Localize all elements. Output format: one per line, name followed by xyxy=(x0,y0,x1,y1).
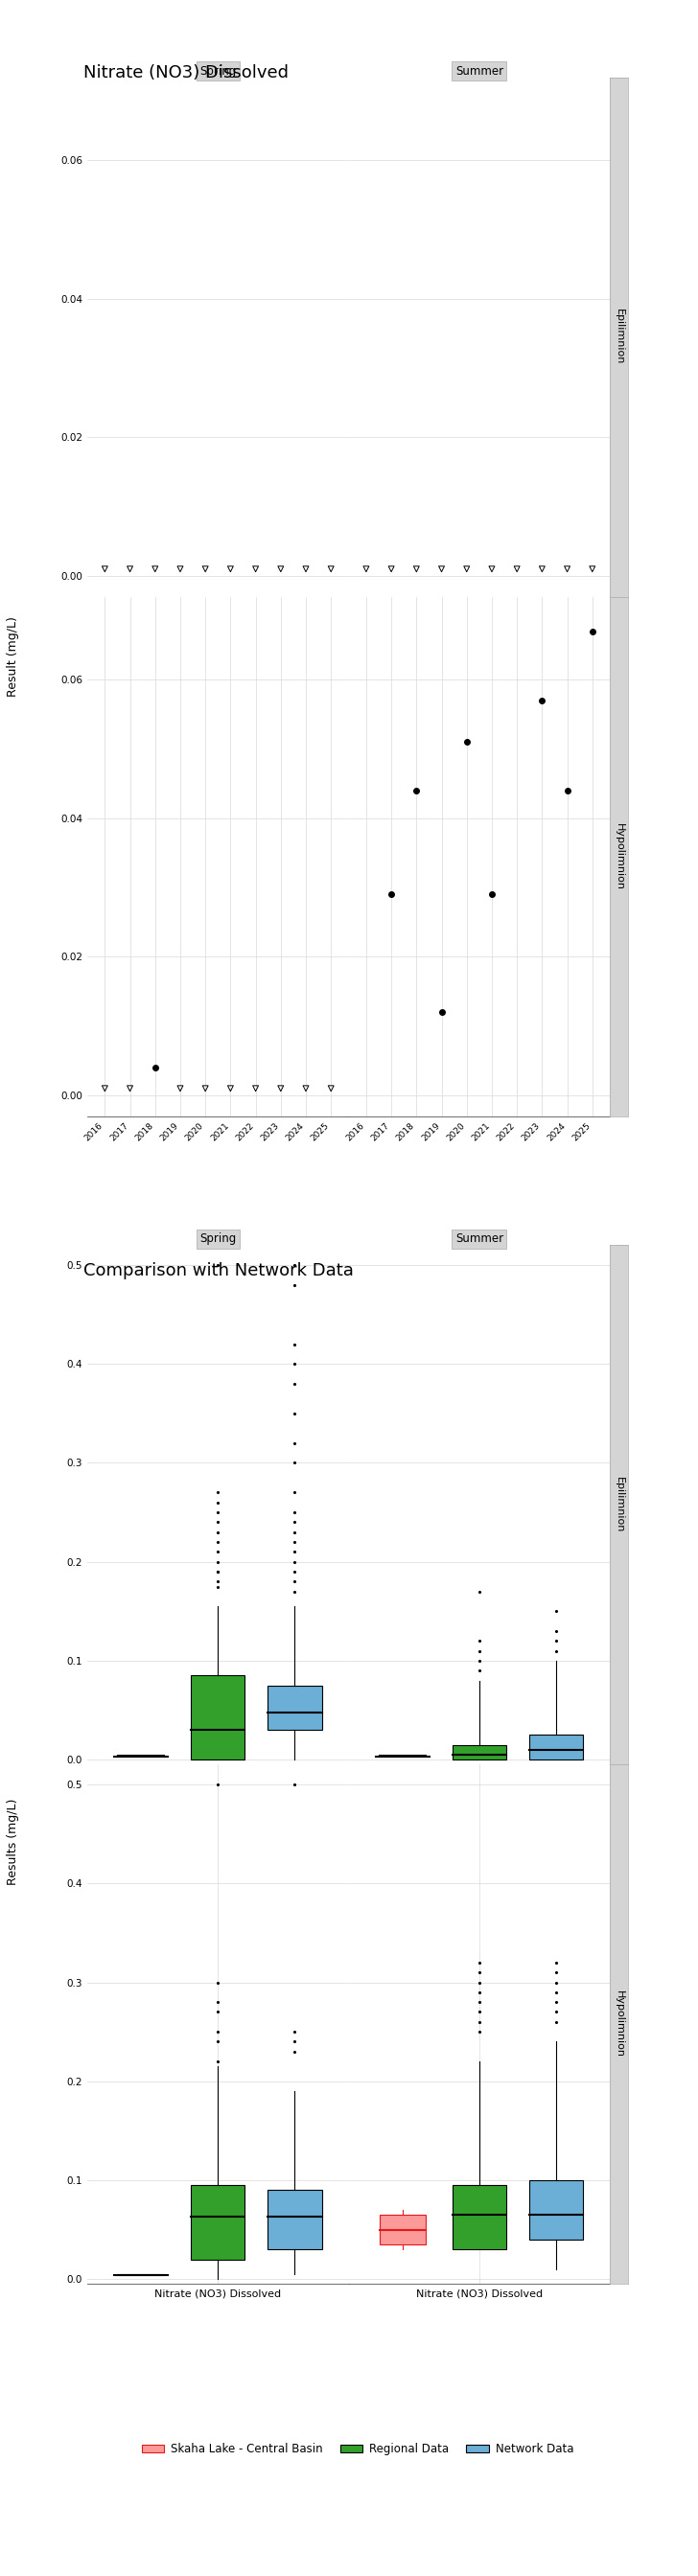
Title: Spring: Spring xyxy=(200,64,236,77)
Point xyxy=(200,549,211,590)
Point xyxy=(461,549,473,590)
Point xyxy=(300,1069,311,1110)
Point xyxy=(124,549,135,590)
Point xyxy=(174,549,186,590)
Text: Hypolimnion: Hypolimnion xyxy=(614,1991,624,2058)
Point xyxy=(225,549,236,590)
Point xyxy=(174,1069,186,1110)
Point xyxy=(436,549,447,590)
Point xyxy=(275,549,286,590)
Point xyxy=(99,549,110,590)
Text: Result (mg/L): Result (mg/L) xyxy=(7,616,20,698)
Point xyxy=(99,1069,110,1110)
Point xyxy=(300,549,311,590)
Point xyxy=(325,1069,336,1110)
Bar xyxy=(191,1674,245,1759)
Point xyxy=(149,549,161,590)
Text: Comparison with Network Data: Comparison with Network Data xyxy=(84,1262,354,1280)
Point xyxy=(562,549,573,590)
Legend: Skaha Lake - Central Basin, Regional Data, Network Data: Skaha Lake - Central Basin, Regional Dat… xyxy=(137,2439,579,2460)
Point xyxy=(386,549,397,590)
Title: Spring: Spring xyxy=(200,1234,236,1244)
Point xyxy=(325,549,336,590)
Bar xyxy=(268,2190,322,2249)
Point xyxy=(225,1069,236,1110)
Point xyxy=(124,1069,135,1110)
Bar xyxy=(529,2179,583,2239)
Bar xyxy=(191,2184,245,2259)
Bar xyxy=(268,1685,322,1731)
Point xyxy=(361,549,372,590)
Bar xyxy=(452,1744,506,1759)
Point xyxy=(250,549,261,590)
Point xyxy=(537,549,548,590)
Title: Summer: Summer xyxy=(455,1234,503,1244)
Point xyxy=(487,549,498,590)
Title: Summer: Summer xyxy=(455,64,503,77)
Text: Results (mg/L): Results (mg/L) xyxy=(7,1798,20,1886)
Bar xyxy=(452,2184,506,2249)
Text: Nitrate (NO3) Dissolved: Nitrate (NO3) Dissolved xyxy=(84,64,289,82)
Point xyxy=(200,1069,211,1110)
Point xyxy=(587,549,598,590)
Point xyxy=(275,1069,286,1110)
Text: Epilimnion: Epilimnion xyxy=(614,1476,624,1533)
Bar xyxy=(379,2215,426,2244)
Point xyxy=(250,1069,261,1110)
Bar xyxy=(529,1736,583,1759)
Point xyxy=(512,549,523,590)
Text: Hypolimnion: Hypolimnion xyxy=(614,822,624,889)
Point xyxy=(411,549,422,590)
Text: Epilimnion: Epilimnion xyxy=(614,309,624,366)
